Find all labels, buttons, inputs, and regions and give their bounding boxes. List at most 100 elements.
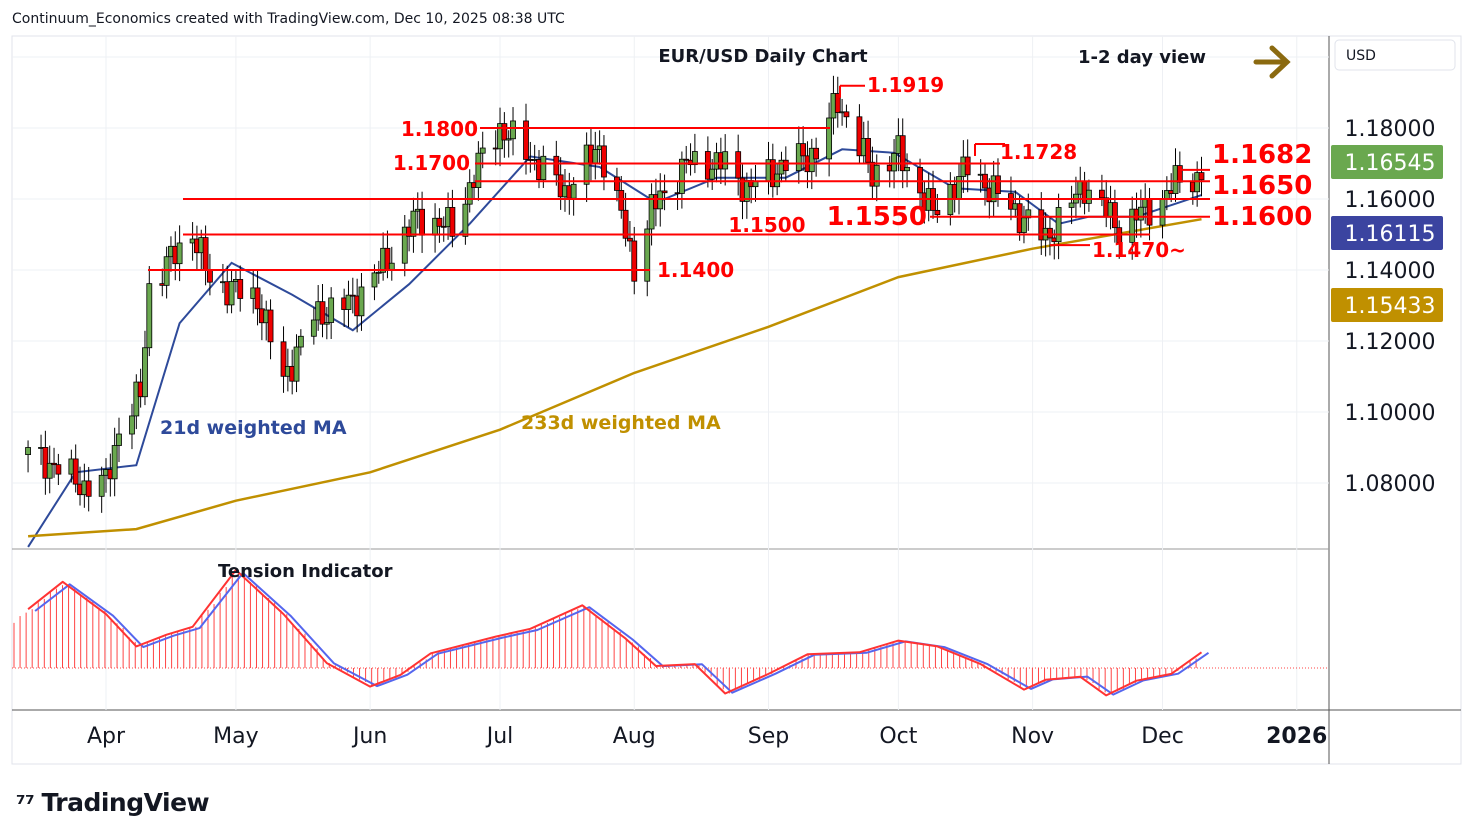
candle-body [683, 158, 690, 161]
ma-233-line [28, 217, 1202, 538]
last-price-badge [1331, 145, 1443, 179]
candle-body [46, 462, 53, 479]
candle-body [267, 309, 274, 343]
chart-frame [11, 35, 1462, 765]
candle [834, 76, 841, 128]
candle-body [808, 147, 815, 173]
candle [432, 203, 438, 253]
candle [72, 444, 79, 493]
candle [319, 283, 326, 338]
candle [1099, 174, 1105, 207]
candle-body [899, 135, 906, 172]
candle-body [995, 175, 1001, 194]
candle-body [722, 151, 729, 170]
candle-body [401, 226, 408, 264]
header-credit: Continuum_Economics created with Trading… [12, 11, 565, 27]
candle-body [310, 319, 317, 337]
candle-body [293, 346, 300, 382]
candle [51, 447, 57, 478]
candle-body [618, 190, 625, 211]
x-tick-label: Nov [1011, 724, 1054, 749]
candle-body [583, 144, 590, 185]
candle-body [142, 347, 148, 398]
candle-body [769, 159, 776, 188]
candle [1137, 189, 1144, 238]
candle-body [834, 93, 841, 113]
x-tick-label: May [213, 724, 258, 749]
candle-body [72, 458, 79, 485]
candle-body [601, 145, 607, 178]
x-tick-label: Aug [613, 724, 656, 749]
candle [419, 191, 425, 253]
candle-body [510, 120, 516, 140]
candle-body [1159, 198, 1166, 226]
candle [813, 137, 820, 177]
candle [704, 136, 711, 188]
candle [163, 246, 170, 299]
candle [228, 270, 235, 314]
candle [631, 226, 638, 295]
candle [297, 329, 304, 356]
last-price-badge-text: 1.16545 [1345, 151, 1436, 176]
candle-body [419, 208, 425, 236]
indicator-histogram [13, 570, 1197, 694]
candle-body [614, 176, 620, 191]
candle-body [523, 120, 529, 160]
candle-body [501, 123, 508, 141]
currency-label: USD [1346, 48, 1376, 64]
candle [436, 208, 443, 243]
candle [111, 427, 118, 497]
tradingview-logo-icon: ⁷⁷ [16, 792, 42, 817]
candle [1146, 187, 1153, 241]
candle [323, 306, 330, 340]
candle [1068, 185, 1075, 225]
candle-body [1129, 208, 1136, 243]
candle [614, 167, 620, 202]
candle-body [449, 207, 456, 237]
candle [375, 260, 382, 284]
candle [769, 143, 776, 198]
candle-body [280, 341, 287, 377]
candle [618, 176, 625, 219]
candle [899, 118, 906, 189]
candle-body [1086, 189, 1092, 204]
view-label: 1-2 day view [1078, 47, 1206, 68]
candle-body [644, 228, 651, 282]
candle-body [891, 153, 897, 172]
candle [116, 417, 122, 463]
candle [142, 330, 148, 406]
candle [1021, 205, 1027, 244]
candle-body [782, 159, 789, 172]
candle-body [678, 158, 685, 194]
ma-21-label: 21d weighted MA [160, 417, 347, 439]
level-label: 1.1600 [1212, 202, 1312, 232]
candle [85, 466, 92, 512]
y-tick-label: 1.14000 [1345, 259, 1436, 284]
candle [1198, 156, 1205, 197]
candle-body [388, 262, 395, 271]
x-tick-label: Jul [485, 724, 514, 749]
candle [479, 131, 486, 169]
candle [25, 440, 31, 473]
candle-body [133, 381, 140, 417]
ma-21-line [27, 148, 1202, 548]
level-label: 1.1728 [1000, 140, 1077, 164]
candle-body [735, 151, 742, 179]
candle-body [146, 283, 153, 349]
candle-body [1047, 227, 1053, 239]
candle-body [51, 462, 57, 466]
currency-button[interactable] [1334, 39, 1456, 71]
x-tick-label: 2026 [1266, 724, 1327, 749]
candle [752, 164, 759, 202]
candle [42, 430, 49, 495]
ma-21-badge [1331, 216, 1443, 250]
candle-body [570, 183, 577, 199]
candle-body [631, 240, 638, 282]
candle-body [410, 210, 417, 237]
candle-body [1055, 207, 1062, 243]
candle-body [1146, 198, 1153, 226]
level-label: 1.1682 [1212, 140, 1312, 170]
candle-body [111, 445, 118, 480]
